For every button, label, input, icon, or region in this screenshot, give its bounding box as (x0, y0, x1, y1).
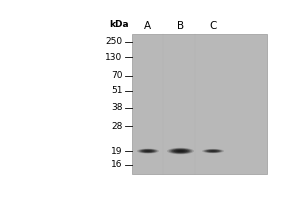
Ellipse shape (142, 150, 154, 152)
Text: 70: 70 (111, 71, 122, 80)
Ellipse shape (209, 150, 217, 152)
Text: kDa: kDa (110, 20, 129, 29)
Ellipse shape (171, 149, 190, 153)
Ellipse shape (169, 148, 192, 154)
Ellipse shape (204, 149, 222, 153)
Ellipse shape (176, 150, 186, 152)
Ellipse shape (140, 149, 156, 153)
Text: 16: 16 (111, 160, 122, 169)
Text: 51: 51 (111, 86, 122, 95)
Ellipse shape (173, 149, 188, 153)
Text: 19: 19 (111, 147, 122, 156)
Text: 250: 250 (105, 37, 122, 46)
Text: C: C (209, 21, 217, 31)
Text: 38: 38 (111, 103, 122, 112)
Ellipse shape (139, 149, 157, 153)
Ellipse shape (137, 149, 159, 154)
Ellipse shape (205, 150, 221, 153)
Ellipse shape (146, 151, 150, 152)
Ellipse shape (202, 149, 224, 153)
Ellipse shape (207, 150, 219, 152)
Ellipse shape (167, 148, 194, 154)
Ellipse shape (211, 151, 215, 152)
Text: 130: 130 (105, 53, 122, 62)
FancyBboxPatch shape (132, 34, 266, 174)
Text: 28: 28 (111, 122, 122, 131)
Text: A: A (144, 21, 152, 31)
Ellipse shape (178, 150, 183, 152)
Ellipse shape (144, 150, 152, 152)
Text: B: B (177, 21, 184, 31)
